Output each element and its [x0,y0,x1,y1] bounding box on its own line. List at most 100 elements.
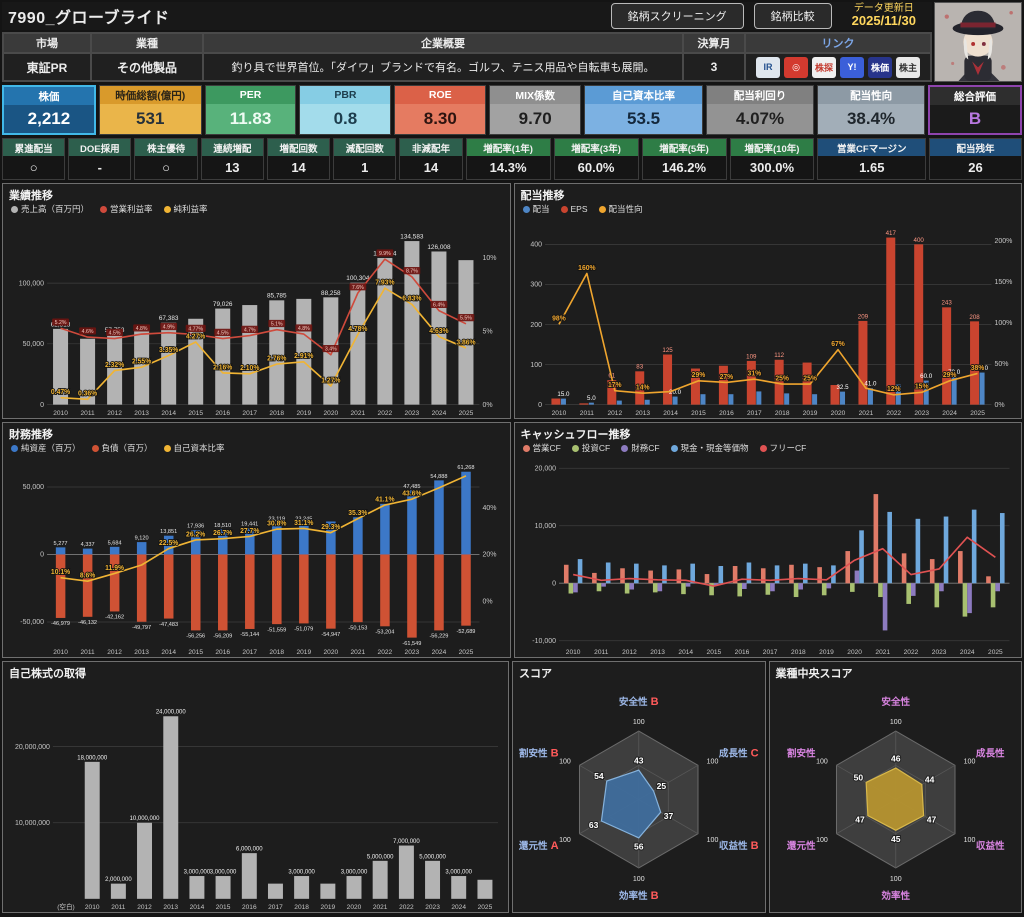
svg-text:2022: 2022 [378,649,393,656]
metric-value: 4.07% [706,104,814,134]
metric-label: 配当利回り [706,86,814,104]
market-value: 東証PR [3,53,91,81]
svg-text:2019: 2019 [802,410,817,417]
metric-operating-cf-margin: 営業CFマージン 1.65 [817,138,927,180]
metric-no-decrease-years: 非減配年 14 [399,138,463,180]
svg-text:2010: 2010 [53,649,68,656]
svg-text:8.6%: 8.6% [80,572,95,579]
dividend-panel: 配当推移 配当 EPS 配当性向 0 100 200 300 400 0% 50% 100% 150… [513,183,1022,419]
svg-text:2021: 2021 [373,904,388,911]
svg-text:243: 243 [941,300,952,307]
screening-button[interactable]: 銘柄スクリーニング [610,3,744,29]
industry-score-panel: 業種中央スコア 46 100 安全性 44 100 成長性 47 100 収益性 45 100 効率性… [768,661,1022,913]
svg-text:2012: 2012 [107,410,122,417]
legend-dot [91,444,99,452]
metric-label: 非減配年 [400,139,462,156]
svg-text:209: 209 [857,313,868,320]
kabunushi-link[interactable]: 株主 [896,56,920,78]
metric-value: 300.0% [730,156,814,179]
svg-text:-50,000: -50,000 [20,618,44,626]
svg-text:効率性: 効率性 [881,890,910,902]
legend-dot [11,205,18,213]
metric-label: PER [205,86,296,104]
legend-item: 財務CF [621,442,660,454]
svg-text:2017: 2017 [746,410,761,417]
svg-text:70.0: 70.0 [948,369,961,376]
svg-text:200%: 200% [994,237,1013,245]
metric-equity-ratio: 自己資本比率 53.5 [584,85,703,135]
svg-text:2.76%: 2.76% [267,355,286,362]
svg-text:2017: 2017 [242,410,257,417]
svg-text:0.36%: 0.36% [78,391,97,398]
performance-panel: 業績推移 売上高（百万円） 営業利益率 純利益率 0 50,000 100,000 0% 5… [2,183,511,419]
legend-item: 純資産（百万） [11,442,81,454]
svg-text:2015: 2015 [706,649,721,656]
yahoo-finance-link[interactable]: Y! [840,56,864,78]
svg-text:2.10%: 2.10% [240,365,259,372]
svg-text:5.2%: 5.2% [55,320,67,326]
svg-text:20%: 20% [482,551,497,559]
svg-text:2013: 2013 [134,410,149,417]
update-date-label: データ更新日 [853,2,914,14]
svg-text:11.9%: 11.9% [105,565,124,572]
svg-text:100,304: 100,304 [346,275,370,282]
svg-text:2014: 2014 [161,410,176,417]
svg-text:8.7%: 8.7% [406,269,418,275]
svg-text:56: 56 [634,841,644,851]
svg-text:-42,162: -42,162 [105,615,124,621]
svg-text:6.4%: 6.4% [433,302,445,308]
svg-text:2012: 2012 [607,410,622,417]
svg-text:3,000,000: 3,000,000 [445,869,472,875]
svg-text:38%: 38% [970,365,984,372]
svg-text:10,000: 10,000 [534,522,555,530]
metric-increase-rate-1y: 増配率(1年) 14.3% [465,138,551,180]
links-header: リンク [745,33,931,53]
top-section: 7990_グローブライド 銘柄スクリーニング 銘柄比較 データ更新日 2025/… [2,2,1022,82]
svg-text:60.0: 60.0 [920,373,933,380]
svg-text:1.27%: 1.27% [321,377,340,384]
metric-label: 配当性向 [818,86,925,104]
metric-value: 26 [930,156,1021,179]
svg-text:50%: 50% [994,360,1009,368]
svg-text:31.1%: 31.1% [294,520,313,527]
svg-text:2019: 2019 [321,904,336,911]
svg-text:100%: 100% [994,319,1013,327]
svg-text:2015: 2015 [691,410,706,417]
ir-bank-link[interactable]: IR [756,56,780,78]
legend-dot [670,444,678,452]
svg-text:0: 0 [40,551,44,559]
svg-text:200: 200 [530,321,542,329]
dividend-chart: 0 100 200 300 400 0% 50% 100% 150% 200% 61 83 125 109… [515,215,1022,418]
svg-text:安全性: 安全性 [881,696,910,708]
metric-consecutive-increase: 連続増配 13 [200,138,264,180]
svg-text:7,000,000: 7,000,000 [393,839,420,845]
chart-title: 業績推移 [9,190,53,202]
svg-text:100,000: 100,000 [19,279,44,287]
svg-text:2017: 2017 [242,649,257,656]
cashflow-chart: -10,000 0 10,000 20,000 2010 2011 2012 2013 2014… [515,454,1022,657]
svg-text:50: 50 [853,772,863,782]
svg-text:2018: 2018 [269,649,284,656]
svg-text:45: 45 [890,834,900,844]
svg-text:0: 0 [40,401,44,409]
charts-grid-upper: 業績推移 売上高（百万円） 営業利益率 純利益率 0 50,000 100,000 0% 5… [2,183,1022,658]
metric-value: 14 [400,156,462,179]
svg-text:13,851: 13,851 [160,529,177,535]
svg-text:2020: 2020 [847,649,862,656]
metric-increase-count: 増配回数 14 [266,138,331,180]
svg-text:2023: 2023 [405,649,420,656]
svg-text:2024: 2024 [432,649,447,656]
svg-text:5,277: 5,277 [54,541,68,547]
svg-text:2024: 2024 [451,904,466,911]
metric-value: 11.83 [205,104,296,134]
svg-text:100: 100 [530,361,542,369]
kabutan-link[interactable]: 株探 [812,56,836,78]
minkabu-link[interactable]: ◎ [784,56,808,78]
compare-button[interactable]: 銘柄比較 [753,3,832,29]
svg-text:2015: 2015 [188,649,203,656]
metric-label: 増配回数 [267,139,330,156]
svg-text:100: 100 [963,837,975,844]
kabuka-chart-link[interactable]: 株価 [868,56,892,78]
svg-text:100: 100 [559,758,571,765]
